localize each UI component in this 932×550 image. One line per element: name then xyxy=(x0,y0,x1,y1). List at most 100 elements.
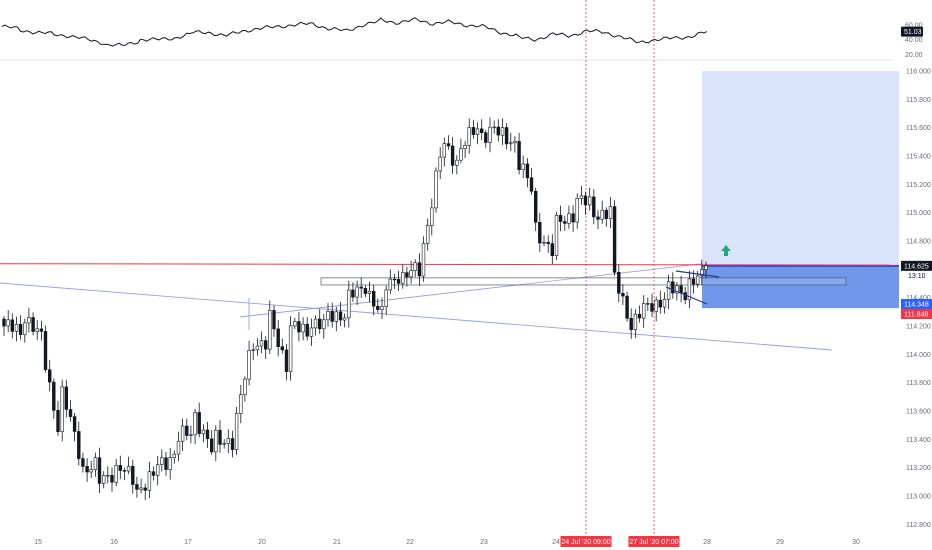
candle-body xyxy=(671,281,675,294)
candle-body xyxy=(301,323,305,333)
candle-body xyxy=(571,213,575,223)
candle-body xyxy=(114,465,118,483)
candle-body xyxy=(467,127,471,146)
candle-body xyxy=(463,145,467,150)
candle-body xyxy=(600,209,604,220)
candle-body xyxy=(376,305,380,310)
time-tick-label: 29 xyxy=(776,539,784,546)
candle-body xyxy=(434,170,438,209)
candle-body xyxy=(189,434,193,436)
entry-price-tag xyxy=(901,299,932,309)
entry-price-label: 114.348 xyxy=(904,302,929,309)
candle-body xyxy=(276,328,280,347)
candle-body xyxy=(102,475,106,484)
candle-body xyxy=(317,318,322,330)
target-zone xyxy=(702,71,899,266)
candle-body xyxy=(538,222,542,244)
candle-body xyxy=(617,271,621,294)
candle-body xyxy=(367,290,372,294)
candle-body xyxy=(504,127,509,145)
candle-body xyxy=(401,272,405,284)
price-tick-label: 113.200 xyxy=(906,465,931,472)
candle-body xyxy=(675,285,679,294)
candle-body xyxy=(558,215,563,222)
stop-price-tag xyxy=(901,309,932,319)
time-tick-label: 30 xyxy=(852,539,860,546)
candle-body xyxy=(459,148,463,161)
price-tick-label: 115.200 xyxy=(906,182,931,189)
candle-body xyxy=(193,412,197,436)
candle-body xyxy=(430,207,434,226)
event-time-tag xyxy=(628,536,680,547)
event-time-label: 24 Jul '20 09:00 xyxy=(561,539,610,546)
time-tick-label: 16 xyxy=(110,539,118,546)
candle-body xyxy=(554,215,559,256)
candle-body xyxy=(596,216,600,220)
candle-body xyxy=(93,457,98,470)
candle-body xyxy=(226,438,230,444)
candle-body xyxy=(160,457,164,466)
candle-body xyxy=(322,319,326,330)
candle-body xyxy=(56,409,60,432)
candle-body xyxy=(492,126,496,129)
candle-body xyxy=(509,142,513,145)
candle-body xyxy=(77,431,81,459)
candle-body xyxy=(650,303,654,312)
candle-body xyxy=(629,317,633,330)
price-tick-label: 113.600 xyxy=(906,409,931,416)
candle-body xyxy=(23,322,27,335)
candle-body xyxy=(666,281,671,300)
candle-body xyxy=(185,425,189,436)
candle-body xyxy=(47,369,52,383)
candle-body xyxy=(417,262,422,277)
time-tick-label: 15 xyxy=(34,539,42,546)
candle-body xyxy=(471,127,476,135)
candle-body xyxy=(500,127,505,136)
candle-body xyxy=(43,331,48,370)
candle-body xyxy=(118,465,123,471)
candle-body xyxy=(284,349,289,372)
time-tick-label: 20 xyxy=(258,539,266,546)
candle-body xyxy=(110,474,114,483)
candle-body xyxy=(592,196,596,218)
candle-body xyxy=(176,440,181,455)
candle-body xyxy=(214,429,218,453)
candle-body xyxy=(575,198,579,223)
candle-body xyxy=(97,457,102,484)
candle-body xyxy=(180,425,185,442)
candle-body xyxy=(579,195,584,199)
candle-body xyxy=(210,438,214,453)
candle-body xyxy=(81,458,85,467)
candle-body xyxy=(529,177,534,192)
candle-body xyxy=(621,292,625,297)
candle-body xyxy=(313,318,318,329)
price-tick-label: 113.400 xyxy=(906,437,931,444)
candle-body xyxy=(484,132,488,143)
candle-body xyxy=(338,311,343,321)
candle-body xyxy=(521,163,525,170)
price-tick-label: 114.800 xyxy=(906,239,931,246)
candle-body xyxy=(351,289,355,298)
candle-body xyxy=(450,145,455,166)
candle-body xyxy=(64,386,69,410)
candle-body xyxy=(201,429,206,434)
candle-body xyxy=(342,317,347,321)
candle-body xyxy=(513,141,517,144)
candle-body xyxy=(475,128,480,135)
price-tick-label: 113.000 xyxy=(906,494,931,501)
event-time-tag xyxy=(560,536,612,547)
candle-body xyxy=(288,325,293,372)
candle-body xyxy=(409,270,413,278)
candle-body xyxy=(218,429,222,445)
candle-body xyxy=(641,303,646,319)
candle-body xyxy=(637,313,642,319)
candle-body xyxy=(164,457,168,470)
price-tick-label: 114.000 xyxy=(906,352,931,359)
oscillator-value-label: 51.03 xyxy=(904,29,922,36)
candle-body xyxy=(442,143,446,158)
time-tick-label: 22 xyxy=(406,539,414,546)
candle-body xyxy=(413,262,417,271)
candle-body xyxy=(405,272,409,278)
price-tick-label: 115.800 xyxy=(906,97,931,104)
